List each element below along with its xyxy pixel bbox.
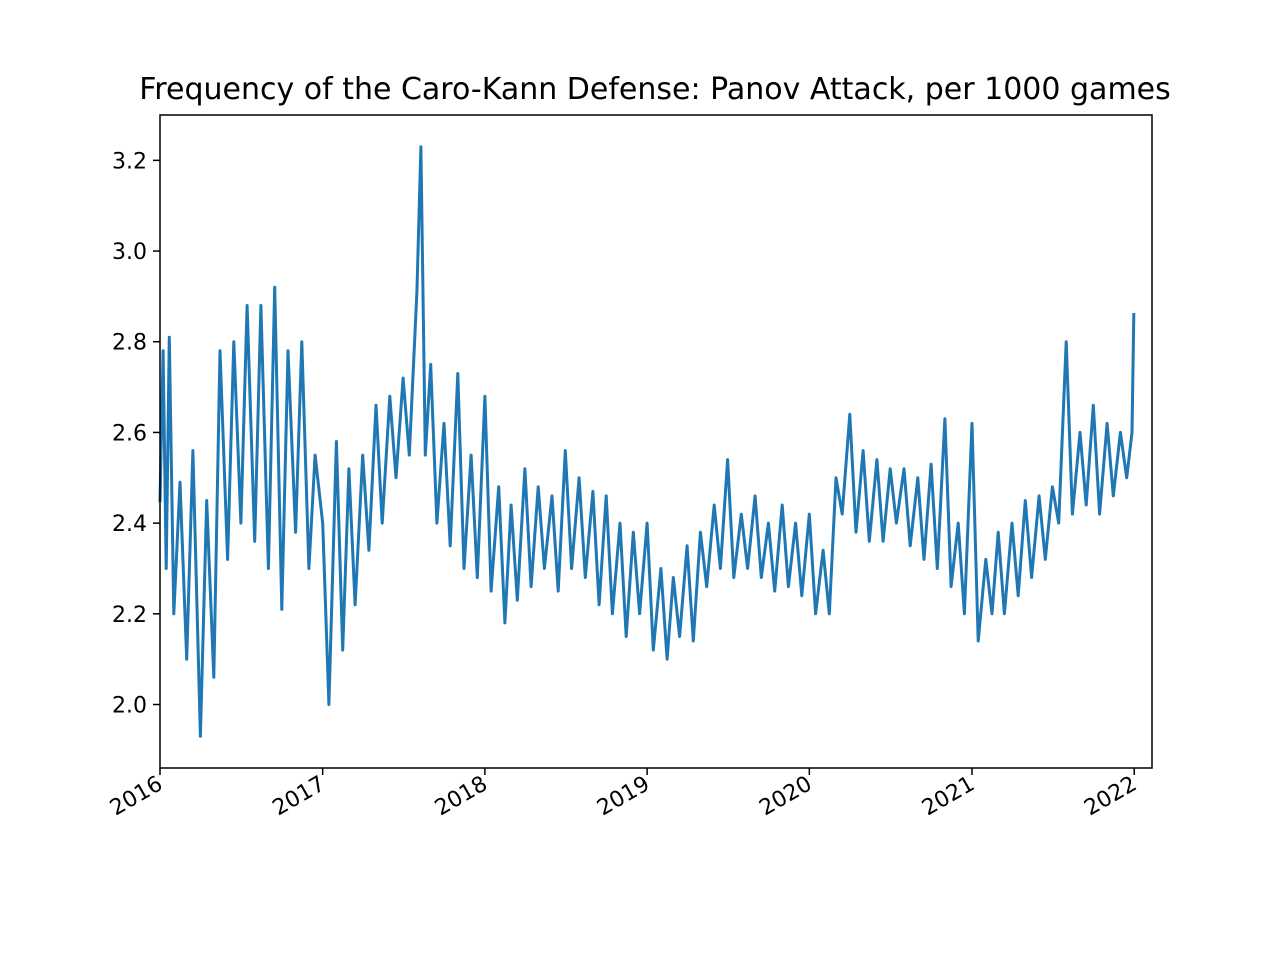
x-tick-label: 2016: [106, 772, 167, 822]
y-tick-label: 3.2: [112, 149, 147, 174]
y-tick-label: 2.4: [112, 512, 147, 537]
y-tick-label: 2.6: [112, 421, 147, 446]
x-tick-label: 2020: [755, 772, 816, 822]
x-tick-label: 2018: [431, 772, 492, 822]
x-tick-label: 2017: [269, 772, 330, 822]
axes-frame: [159, 114, 1153, 769]
y-tick-label: 2.0: [112, 694, 147, 719]
chart-title: Frequency of the Caro-Kann Defense: Pano…: [139, 72, 1171, 107]
y-tick-label: 2.2: [112, 603, 147, 628]
x-axis: 2016 2017 2018 2019 2020 2021 2022: [106, 768, 1141, 821]
x-tick-label: 2019: [593, 772, 654, 822]
y-tick-label: 2.8: [112, 331, 147, 356]
x-tick-label: 2022: [1080, 772, 1141, 822]
series-line: [158, 145, 1136, 738]
y-axis: 2.0 2.2 2.4 2.6 2.8 3.0 3.2: [112, 149, 160, 719]
x-tick-label: 2021: [918, 772, 979, 822]
plot-area: [158, 145, 1136, 738]
y-tick-label: 3.0: [112, 240, 147, 265]
